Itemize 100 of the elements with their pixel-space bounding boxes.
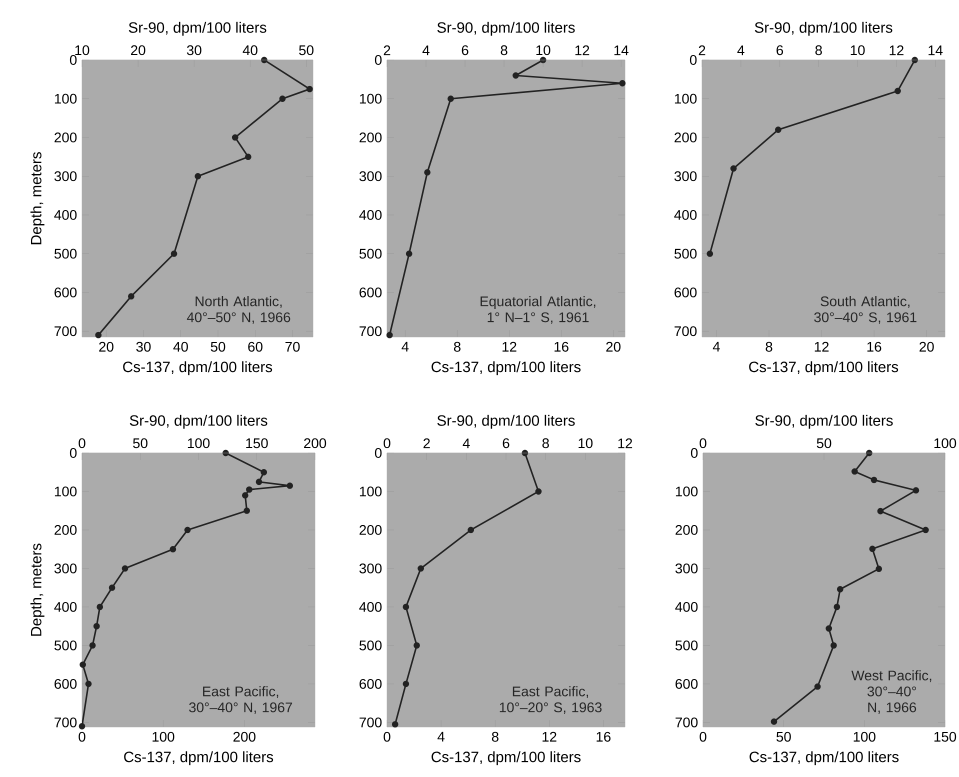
x-tick-label: 40 xyxy=(173,342,188,352)
text: West Pacific, 30°–40° N, 1966 xyxy=(851,670,932,714)
x2-tick-label: 12 xyxy=(890,45,904,56)
y-tick-label: 400 xyxy=(359,602,382,612)
point xyxy=(78,723,86,730)
x2-tick-label: 50 xyxy=(299,45,314,56)
y-tick-label: 500 xyxy=(359,248,382,259)
x2-axis-title: Sr-90, dpm/100 liters xyxy=(437,22,575,36)
x-tick-label: 50 xyxy=(776,732,791,742)
text: North Atlantic, 40°–50° N, 1966 xyxy=(186,296,290,324)
text: South Atlantic, 30°–40° S, 1961 xyxy=(814,296,916,324)
point xyxy=(95,332,102,338)
x-tick-label: 12 xyxy=(502,342,516,352)
point xyxy=(286,482,294,489)
point xyxy=(619,80,626,86)
x2-tick-label: 100 xyxy=(188,438,210,448)
x2-tick-label: 30 xyxy=(186,45,202,56)
point xyxy=(194,173,202,180)
x2-tick-label: 12 xyxy=(618,438,632,448)
point xyxy=(246,486,252,493)
y-tick-label: 500 xyxy=(359,640,382,650)
x2-tick-label: 20 xyxy=(131,45,146,56)
y-tick-label: 600 xyxy=(676,678,698,689)
x2-tick-label: 2 xyxy=(698,45,706,56)
y-tick-label: 400 xyxy=(54,602,77,612)
text: Equatorial Atlantic, 1° N–1° S, 1961 xyxy=(480,296,596,324)
y-tick-label: 700 xyxy=(676,717,698,728)
y-tick-label: 0 xyxy=(374,55,382,65)
x2-tick-label: 100 xyxy=(934,438,956,448)
x-tick-label: 0 xyxy=(700,732,706,742)
x-tick-label: 8 xyxy=(492,732,498,742)
point xyxy=(826,625,832,632)
y-tick-label: 200 xyxy=(360,525,382,535)
x-tick-label: 12 xyxy=(814,342,829,352)
y-tick-label: 600 xyxy=(674,288,697,298)
y-tick-label: 300 xyxy=(54,171,77,182)
point xyxy=(418,565,424,572)
text: East Pacific, 30°–40° N, 1967 xyxy=(189,686,292,714)
x2-tick-label: 4 xyxy=(422,46,430,56)
x-tick-label: 50 xyxy=(210,342,226,352)
y-tick-label: 100 xyxy=(674,94,697,104)
y-tick-label: 600 xyxy=(360,288,382,298)
point xyxy=(730,165,737,172)
point xyxy=(89,642,96,649)
point xyxy=(392,721,398,728)
x-tick-label: 12 xyxy=(542,732,556,742)
x-tick-label: 4 xyxy=(712,342,720,352)
x2-axis-title: Sr-90, dpm/100 liters xyxy=(755,414,893,429)
y-tick-label: 200 xyxy=(674,132,697,142)
x2-axis-title: Sr-90, dpm/100 liters xyxy=(437,414,575,429)
point xyxy=(232,134,238,141)
x2-tick-label: 14 xyxy=(928,46,943,56)
x-tick-label: 70 xyxy=(285,342,300,352)
point xyxy=(386,332,393,338)
y-tick-label: 600 xyxy=(360,678,382,689)
x-tick-label: 16 xyxy=(554,342,568,352)
x2-tick-label: 200 xyxy=(304,438,326,448)
x2-tick-label: 10 xyxy=(75,45,90,56)
point xyxy=(424,169,431,176)
point xyxy=(774,126,782,133)
x2-tick-label: 6 xyxy=(462,45,468,56)
point xyxy=(414,642,420,649)
x-tick-label: 20 xyxy=(920,342,934,352)
x-tick-label: 100 xyxy=(152,732,174,742)
x2-tick-label: 10 xyxy=(536,45,550,56)
y-tick-label: 400 xyxy=(359,210,382,220)
y-tick-label: 100 xyxy=(54,94,77,104)
point xyxy=(877,508,884,514)
y-tick-label: 0 xyxy=(374,448,382,458)
x2-tick-label: 2 xyxy=(384,45,390,56)
x2-tick-label: 8 xyxy=(542,438,549,448)
point xyxy=(834,604,840,610)
x2-tick-label: 4 xyxy=(737,46,744,56)
point xyxy=(406,250,412,257)
point xyxy=(306,86,313,92)
x-tick-label: 200 xyxy=(233,732,256,742)
y-tick-label: 300 xyxy=(359,564,382,574)
x2-tick-label: 150 xyxy=(246,438,268,448)
x-tick-label: 0 xyxy=(384,732,390,742)
x-tick-label: 8 xyxy=(766,342,772,352)
y-tick-label: 200 xyxy=(54,525,77,535)
x-tick-label: 20 xyxy=(99,342,114,352)
x-tick-label: 16 xyxy=(596,732,611,742)
x2-tick-label: 50 xyxy=(133,438,148,448)
y-tick-label: 100 xyxy=(676,486,698,496)
y-tick-label: 700 xyxy=(360,717,382,728)
y-tick-label: 700 xyxy=(54,326,77,336)
y-tick-label: 0 xyxy=(690,55,697,65)
y-tick-label: 200 xyxy=(360,132,382,142)
y-tick-label: 200 xyxy=(676,525,698,535)
point xyxy=(242,492,248,499)
point xyxy=(706,250,714,257)
y-tick-label: 700 xyxy=(674,326,697,336)
x2-tick-label: 6 xyxy=(776,45,784,56)
point xyxy=(402,604,410,610)
y-tick-label: 400 xyxy=(675,602,698,612)
x2-tick-label: 8 xyxy=(815,45,822,56)
x2-axis-title: Sr-90, dpm/100 liters xyxy=(128,22,266,36)
point xyxy=(93,622,100,630)
x2-tick-label: 10 xyxy=(850,45,865,56)
